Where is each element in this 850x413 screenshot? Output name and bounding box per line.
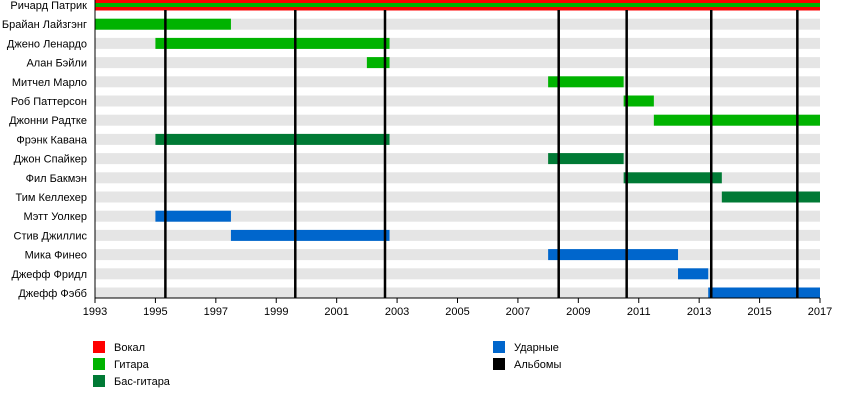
member-bar-bass	[155, 133, 390, 145]
member-name: Тим Келлехер	[16, 192, 87, 204]
member-name: Роб Паттерсон	[11, 96, 87, 108]
x-tick-label: 2013	[687, 306, 711, 318]
member-name: Мика Финео	[25, 250, 87, 262]
member-bar-drums	[678, 268, 709, 280]
member-bar-guitar	[623, 95, 654, 107]
x-tick-label: 2003	[385, 306, 409, 318]
legend-swatch-drums	[493, 341, 505, 353]
row-band	[95, 95, 820, 107]
member-name: Джон Спайкер	[14, 154, 87, 166]
x-tick-label: 2011	[627, 306, 651, 318]
legend-label-albums: Альбомы	[514, 359, 561, 371]
row-band	[95, 37, 820, 49]
member-name: Джефф Фэбб	[18, 288, 87, 300]
row-band	[95, 114, 820, 126]
x-tick-label: 2005	[445, 306, 469, 318]
member-name: Митчел Марло	[12, 77, 87, 89]
row-band	[95, 287, 820, 299]
x-tick-label: 1997	[204, 306, 228, 318]
member-name: Ричард Патрик	[10, 0, 87, 12]
member-bar-guitar	[548, 76, 624, 88]
member-bar-bass	[548, 153, 624, 165]
row-band	[95, 229, 820, 241]
member-bar-drums	[708, 287, 820, 299]
member-bar-guitar	[155, 37, 390, 49]
member-bar-guitar	[95, 18, 231, 30]
member-bar-drums	[155, 210, 231, 222]
x-tick-label: 2017	[808, 306, 832, 318]
row-band	[95, 210, 820, 222]
x-tick-label: 2001	[324, 306, 348, 318]
legend-swatch-guitar	[93, 358, 105, 370]
member-name: Алан Бэйли	[26, 58, 87, 70]
row-band	[95, 172, 820, 184]
row-band	[95, 18, 820, 30]
x-tick-label: 1995	[143, 306, 167, 318]
member-bar-drums	[230, 229, 390, 241]
member-name: Фил Бакмэн	[26, 173, 87, 185]
legend-swatch-albums	[493, 358, 505, 370]
x-tick-label: 2015	[747, 306, 771, 318]
member-bar-bass	[721, 191, 820, 203]
member-bar-guitar	[653, 114, 820, 126]
x-tick-label: 2007	[506, 306, 530, 318]
row-band	[95, 153, 820, 165]
row-band	[95, 191, 820, 203]
legend-label-guitar: Гитара	[114, 359, 150, 371]
legend-swatch-vocal	[93, 341, 105, 353]
member-name: Джено Ленардо	[7, 38, 87, 50]
member-name: Стив Джиллис	[14, 230, 88, 242]
legend-label-bass: Бас-гитара	[114, 376, 171, 388]
member-name: Брайан Лайзгэнг	[2, 19, 87, 31]
row-band	[95, 133, 820, 145]
member-bar-guitar	[366, 57, 390, 69]
member-bar-bass	[623, 172, 722, 184]
member-name: Джефф Фридл	[11, 269, 87, 281]
legend-swatch-bass	[93, 375, 105, 387]
member-name: Мэтт Уолкер	[23, 211, 87, 223]
member-bar-drums	[548, 249, 679, 261]
x-tick-label: 2009	[566, 306, 590, 318]
member-name: Фрэнк Кавана	[16, 134, 87, 146]
member-bar-guitar-stripe	[95, 3, 820, 7]
row-band	[95, 249, 820, 261]
row-band	[95, 76, 820, 88]
x-tick-label: 1993	[83, 306, 107, 318]
row-band	[95, 268, 820, 280]
legend-label-drums: Ударные	[514, 342, 559, 354]
legend-label-vocal: Вокал	[114, 342, 145, 354]
row-band	[95, 57, 820, 69]
x-tick-label: 1999	[264, 306, 288, 318]
member-name: Джонни Радтке	[9, 115, 87, 127]
